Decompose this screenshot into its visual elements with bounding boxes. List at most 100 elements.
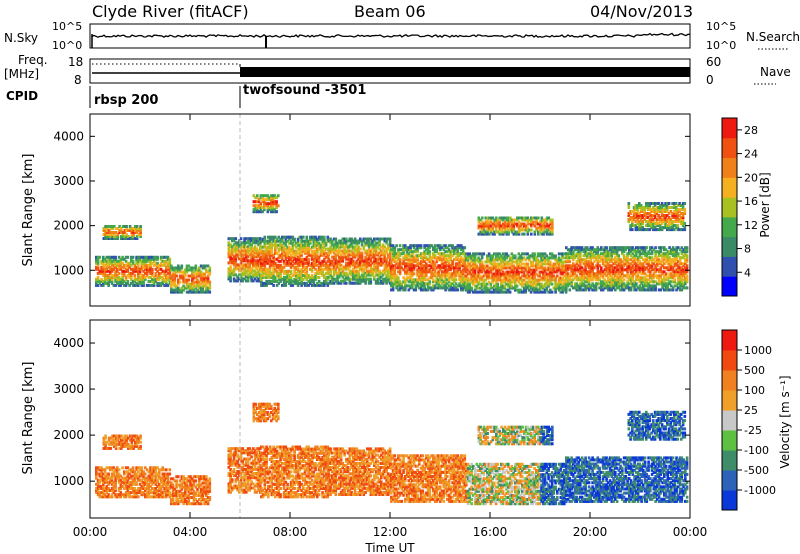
scatter-cell [103, 259, 107, 263]
scatter-cell [486, 288, 489, 292]
scatter-cell [385, 261, 388, 265]
scatter-cell [463, 270, 467, 274]
scatter-cell [345, 241, 348, 245]
scatter-cell [348, 271, 352, 275]
scatter-cell [451, 276, 454, 280]
scatter-cell [312, 259, 316, 263]
scatter-cell [152, 277, 156, 281]
scatter-cell [245, 259, 248, 263]
scatter-cell [491, 274, 494, 278]
scatter-cell [248, 239, 252, 243]
scatter-cell [291, 237, 295, 241]
scatter-cell [664, 274, 668, 278]
scatter-cell [498, 290, 501, 294]
scatter-cell [510, 274, 514, 278]
scatter-cell [135, 261, 138, 265]
scatter-cell [133, 265, 137, 269]
scatter-cell [563, 268, 566, 272]
scatter-cell [367, 247, 371, 251]
scatter-cell [572, 252, 575, 256]
scatter-cell [659, 266, 663, 270]
scatter-cell [198, 286, 201, 290]
scatter-cell [565, 254, 568, 258]
scatter-cell [468, 284, 472, 288]
scatter-cell [607, 270, 610, 274]
scatter-cell [378, 261, 381, 265]
scatter-cell [470, 260, 473, 264]
scatter-cell [373, 255, 376, 259]
scatter-cell [369, 237, 373, 241]
scatter-cell [232, 273, 236, 277]
scatter-cell [316, 247, 319, 251]
scatter-cell [682, 274, 685, 278]
scatter-cell [494, 272, 498, 276]
scatter-cell [656, 262, 659, 266]
scatter-cell [526, 276, 529, 280]
scatter-cell [300, 257, 303, 261]
scatter-cell [170, 282, 173, 286]
scatter-cell [303, 239, 307, 243]
scatter-cell [366, 273, 369, 277]
scatter-cell [565, 280, 568, 284]
scatter-cell [615, 282, 619, 286]
scatter-cell [629, 280, 633, 284]
scatter-cell [95, 281, 98, 285]
scatter-cell [102, 273, 105, 277]
scatter-cell [317, 279, 321, 283]
scatter-cell [324, 255, 328, 259]
scatter-cell [339, 259, 343, 263]
scatter-cell [352, 273, 355, 277]
scatter-cell [268, 241, 272, 245]
scatter-cell [671, 248, 675, 252]
scatter-cell [126, 281, 130, 285]
scatter-cell [500, 286, 503, 290]
scatter-cell [423, 256, 426, 260]
scatter-cell [391, 274, 395, 278]
scatter-cell [659, 268, 663, 272]
scatter-cell [540, 284, 543, 288]
scatter-cell [369, 253, 373, 257]
scatter-cell [187, 290, 191, 294]
scatter-cell [268, 261, 272, 265]
scatter-cell [668, 258, 671, 262]
scatter-cell [267, 245, 270, 249]
scatter-cell [156, 273, 159, 277]
scatter-cell [437, 280, 440, 284]
scatter-cell [493, 274, 496, 278]
scatter-cell [171, 278, 175, 282]
scatter-cell [348, 269, 352, 273]
scatter-cell [124, 283, 128, 287]
scatter-cell [289, 263, 293, 267]
scatter-cell [121, 237, 125, 240]
scatter-cell [601, 276, 605, 280]
scatter-cell [307, 253, 310, 257]
scatter-cell [635, 268, 638, 272]
scatter-cell [617, 246, 621, 250]
scatter-cell [439, 246, 442, 250]
scatter-cell [332, 255, 336, 259]
scatter-cell [310, 251, 314, 255]
scatter-cell [395, 282, 398, 286]
scatter-cell [376, 279, 380, 283]
scatter-cell [425, 248, 428, 252]
scatter-cell [529, 284, 533, 288]
scatter-cell [362, 263, 366, 267]
scatter-cell [310, 237, 314, 241]
scatter-cell [419, 270, 423, 274]
scatter-cell [404, 280, 407, 284]
scatter-cell [522, 252, 526, 256]
scatter-cell [430, 276, 433, 280]
scatter-cell [329, 281, 332, 285]
scatter-cell [430, 274, 433, 278]
scatter-cell [501, 256, 505, 260]
scatter-cell [608, 252, 612, 256]
scatter-cell [621, 288, 624, 292]
scatter-cell [327, 271, 331, 275]
scatter-cell [487, 254, 491, 258]
scatter-cell [381, 237, 385, 241]
scatter-cell [374, 259, 378, 263]
scatter-cell [631, 246, 635, 250]
scatter-cell [517, 262, 521, 266]
scatter-cell [239, 261, 243, 265]
scatter-cell [466, 290, 470, 294]
